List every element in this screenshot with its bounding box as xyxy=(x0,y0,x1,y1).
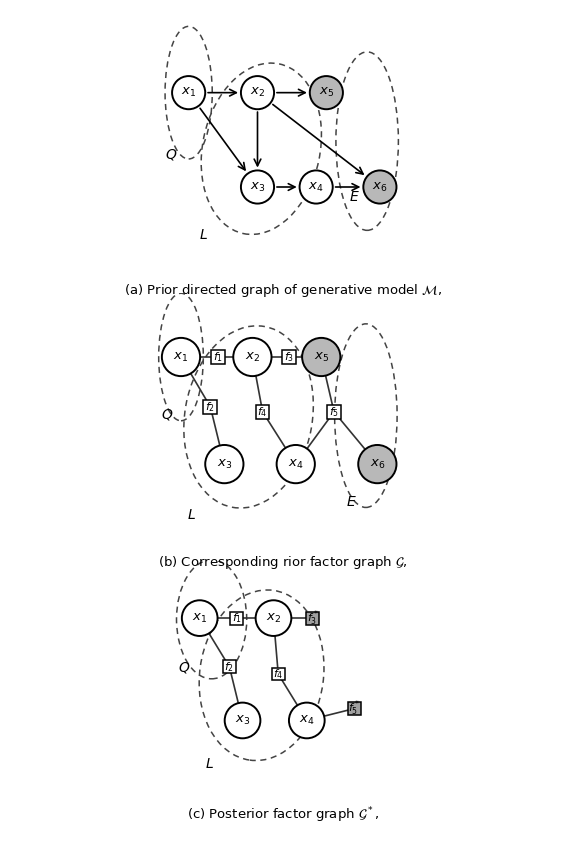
Text: $f_{5}^*$: $f_{5}^*$ xyxy=(349,699,361,718)
FancyBboxPatch shape xyxy=(211,350,225,364)
Circle shape xyxy=(233,338,272,376)
FancyBboxPatch shape xyxy=(230,612,243,625)
Text: $x_{5}$: $x_{5}$ xyxy=(314,350,329,364)
Text: $x_{2}$: $x_{2}$ xyxy=(250,86,265,99)
Text: $x_{4}$: $x_{4}$ xyxy=(288,457,303,471)
Text: L: L xyxy=(187,508,195,522)
Text: $x_{1}$: $x_{1}$ xyxy=(173,350,188,364)
Circle shape xyxy=(205,445,243,483)
FancyBboxPatch shape xyxy=(256,405,269,419)
Text: $f_{4}$: $f_{4}$ xyxy=(273,667,284,681)
FancyBboxPatch shape xyxy=(272,667,285,681)
Circle shape xyxy=(277,445,315,483)
FancyBboxPatch shape xyxy=(327,405,341,419)
Circle shape xyxy=(182,600,217,636)
Text: $f_{2}$: $f_{2}$ xyxy=(205,400,215,414)
Text: L: L xyxy=(200,229,208,242)
Text: (c) Posterior factor graph $\mathcal{G}^*$,: (c) Posterior factor graph $\mathcal{G}^… xyxy=(187,805,379,824)
Text: Q: Q xyxy=(166,148,177,162)
Text: (a) Prior directed graph of generative model $\mathcal{M}$,: (a) Prior directed graph of generative m… xyxy=(124,282,442,299)
Circle shape xyxy=(256,600,291,636)
Text: $x_{5}$: $x_{5}$ xyxy=(319,86,334,99)
Text: E: E xyxy=(347,496,355,509)
Text: $f_{3}^*$: $f_{3}^*$ xyxy=(307,609,319,628)
Circle shape xyxy=(299,170,333,204)
Circle shape xyxy=(310,76,343,109)
Circle shape xyxy=(172,76,205,109)
FancyBboxPatch shape xyxy=(306,612,319,625)
Text: $x_{3}$: $x_{3}$ xyxy=(250,180,265,194)
Text: $x_{4}$: $x_{4}$ xyxy=(308,180,324,194)
FancyBboxPatch shape xyxy=(282,350,296,364)
Text: L: L xyxy=(205,757,213,771)
FancyBboxPatch shape xyxy=(203,400,217,414)
FancyBboxPatch shape xyxy=(348,702,361,715)
Text: $x_{1}$: $x_{1}$ xyxy=(192,611,207,625)
Circle shape xyxy=(162,338,200,376)
Text: $x_{6}$: $x_{6}$ xyxy=(372,180,388,194)
Text: $x_{2}$: $x_{2}$ xyxy=(266,611,281,625)
Text: $x_{1}$: $x_{1}$ xyxy=(181,86,196,99)
Text: Q: Q xyxy=(178,660,189,675)
Text: $x_{6}$: $x_{6}$ xyxy=(370,457,385,471)
Text: $f_{1}$: $f_{1}$ xyxy=(231,611,242,625)
Circle shape xyxy=(289,703,325,739)
Circle shape xyxy=(241,170,274,204)
Text: E: E xyxy=(349,190,358,204)
Circle shape xyxy=(225,703,260,739)
Text: $x_{3}$: $x_{3}$ xyxy=(217,457,232,471)
Circle shape xyxy=(302,338,340,376)
Circle shape xyxy=(358,445,396,483)
Text: Q: Q xyxy=(162,407,173,422)
Text: $x_{2}$: $x_{2}$ xyxy=(245,350,260,364)
Circle shape xyxy=(241,76,274,109)
Text: $x_{4}$: $x_{4}$ xyxy=(299,714,315,727)
FancyBboxPatch shape xyxy=(223,660,236,673)
Text: $x_{3}$: $x_{3}$ xyxy=(235,714,250,727)
Circle shape xyxy=(363,170,396,204)
Text: (b) Corresponding rior factor graph $\mathcal{G}$,: (b) Corresponding rior factor graph $\ma… xyxy=(158,554,408,571)
Text: $f_{5}$: $f_{5}$ xyxy=(329,405,339,419)
Text: $f_{2}$: $f_{2}$ xyxy=(225,660,234,674)
Text: $f_{1}$: $f_{1}$ xyxy=(213,350,223,364)
Text: $f_{4}$: $f_{4}$ xyxy=(258,405,268,419)
Text: $f_{3}$: $f_{3}$ xyxy=(284,350,294,364)
